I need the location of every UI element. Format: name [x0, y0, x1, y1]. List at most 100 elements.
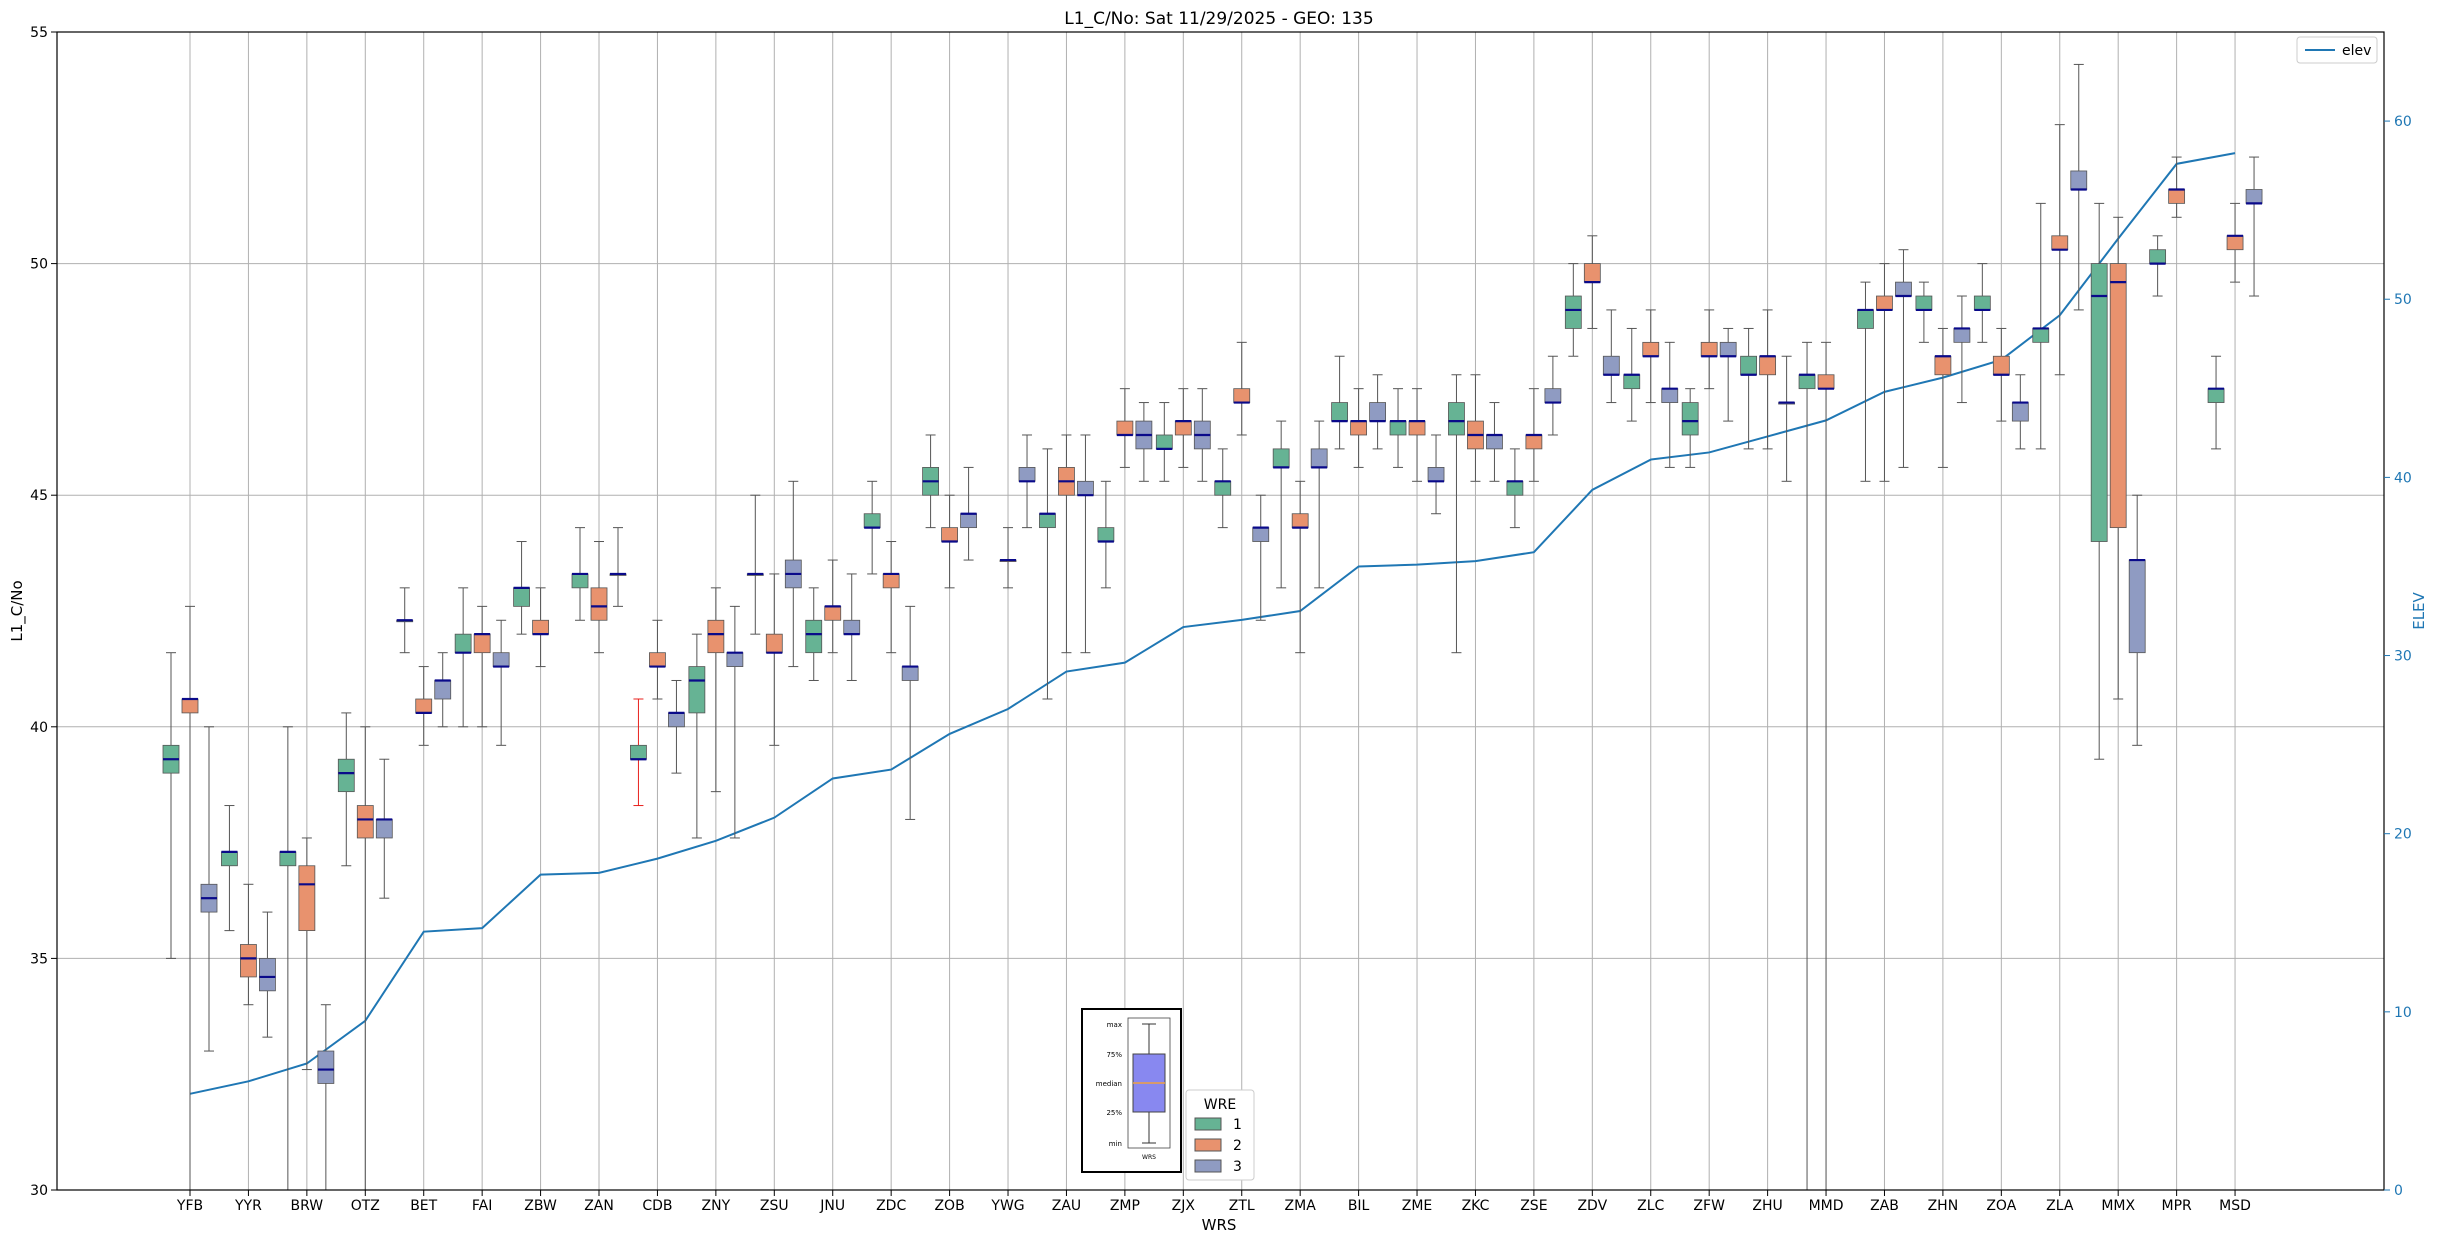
box-JNU-wre2 — [824, 559, 842, 654]
box-MMD-wre1 — [1798, 341, 1816, 1190]
y-tick-label: 40 — [30, 720, 48, 736]
x-tick-label: ZHN — [1928, 1198, 1959, 1214]
box-iqr — [1331, 402, 1348, 422]
box-iqr — [375, 819, 393, 839]
box-iqr — [1233, 388, 1251, 403]
y2-tick-label: 60 — [2394, 114, 2412, 130]
box-ZMA-wre2 — [1291, 480, 1309, 654]
box-OTZ-wre2 — [356, 726, 374, 1190]
box-iqr — [1097, 527, 1115, 542]
box-FAI-wre1 — [454, 587, 472, 728]
box-ZAN-wre2 — [590, 541, 608, 654]
box-YWG-wre3 — [1018, 434, 1036, 529]
box-iqr — [279, 851, 297, 867]
box-key-label-q3: 75% — [1106, 1051, 1122, 1059]
box-ZDV-wre1 — [1564, 263, 1582, 357]
x-tick-label: CDB — [642, 1198, 672, 1214]
box-iqr — [765, 633, 783, 654]
box-OTZ-wre3 — [375, 758, 393, 899]
box-BIL-wre1 — [1331, 355, 1348, 450]
box-iqr — [1719, 341, 1737, 357]
box-MMD-wre2 — [1817, 341, 1835, 1190]
box-MMX-wre3 — [2128, 494, 2146, 746]
box-MMX-wre2 — [2109, 216, 2127, 700]
box-ZBW-wre1 — [513, 541, 530, 635]
box-iqr — [513, 587, 530, 607]
box-iqr — [1448, 402, 1465, 436]
x-tick-label: ZMA — [1285, 1198, 1317, 1214]
box-iqr — [668, 712, 685, 728]
box-iqr — [1759, 355, 1777, 376]
x-axis-label: WRS — [1202, 1216, 1237, 1234]
box-BET-wre2 — [415, 666, 433, 746]
y2-axis-label: ELEV — [2410, 591, 2428, 629]
x-tick-label: YYR — [234, 1198, 262, 1214]
box-ZOA-wre3 — [2011, 374, 2029, 450]
y-tick-label: 35 — [30, 951, 48, 967]
box-ZLC-wre2 — [1642, 309, 1660, 404]
box-ZNY-wre3 — [726, 605, 744, 839]
box-ZME-wre1 — [1389, 388, 1407, 468]
wre-legend-swatch-2 — [1194, 1138, 1222, 1152]
box-MPR-wre1 — [2149, 235, 2167, 297]
x-tick-label: ZLC — [1637, 1198, 1664, 1214]
box-ZOA-wre1 — [1973, 263, 1991, 343]
box-iqr — [1740, 355, 1758, 376]
box-ZLC-wre3 — [1661, 341, 1679, 468]
box-iqr — [901, 666, 919, 681]
box-iqr — [824, 605, 842, 621]
box-ZAN-wre3 — [609, 527, 627, 607]
x-tick-label: BRW — [291, 1198, 324, 1214]
box-CDB-wre2 — [649, 619, 666, 700]
box-ZNY-wre1 — [688, 633, 706, 839]
box-MPR-wre2 — [2168, 156, 2186, 218]
x-tick-label: ZDC — [876, 1198, 906, 1214]
y2-tick-label: 0 — [2394, 1183, 2403, 1199]
box-iqr — [1661, 388, 1679, 403]
box-MSD-wre3 — [2245, 156, 2263, 297]
box-ZLA-wre3 — [2070, 63, 2088, 311]
box-iqr — [415, 698, 433, 714]
box-CDB-wre3 — [668, 679, 685, 774]
box-iqr — [1525, 434, 1543, 450]
box-BET-wre1 — [396, 587, 414, 654]
x-tick-label: ZLA — [2046, 1198, 2074, 1214]
y-axis-right: 0 10 20 30 40 50 60 — [2384, 114, 2412, 1199]
y-tick-label: 50 — [30, 257, 48, 273]
box-ZAB-wre1 — [1857, 281, 1874, 482]
box-ZLC-wre1 — [1623, 327, 1641, 422]
box-ZOA-wre2 — [1992, 327, 2010, 422]
box-ZFW-wre3 — [1719, 327, 1737, 422]
box-iqr — [1681, 402, 1699, 436]
box-iqr — [2245, 189, 2263, 204]
box-iqr — [1602, 355, 1620, 376]
x-tick-label: ZKC — [1462, 1198, 1490, 1214]
box-JNU-wre3 — [843, 573, 861, 681]
box-iqr — [2128, 559, 2146, 654]
box-iqr — [1623, 374, 1641, 390]
box-iqr — [181, 698, 199, 714]
box-iqr — [1973, 295, 1991, 311]
box-ZKC-wre3 — [1486, 402, 1503, 482]
x-tick-label: ZNY — [702, 1198, 731, 1214]
plot-frame — [56, 31, 2385, 1191]
box-iqr — [1077, 480, 1094, 496]
box-ZMP-wre2 — [1116, 388, 1134, 468]
x-tick-label: YFB — [176, 1198, 203, 1214]
box-MSD-wre1 — [2207, 355, 2225, 450]
box-iqr — [298, 865, 316, 932]
box-iqr — [2032, 328, 2050, 343]
box-MMX-wre1 — [2090, 202, 2108, 760]
box-iqr — [1427, 467, 1445, 482]
box-iqr — [1039, 513, 1056, 529]
box-ZDC-wre2 — [882, 541, 900, 654]
box-ZNY-wre2 — [707, 587, 725, 793]
box-iqr — [2226, 235, 2244, 251]
box-key-label-min: min — [1109, 1140, 1122, 1148]
x-tick-label: ZSU — [760, 1198, 789, 1214]
box-iqr — [337, 758, 355, 793]
box-iqr — [2168, 189, 2186, 204]
box-BRW-wre3 — [317, 1004, 335, 1190]
box-iqr — [630, 744, 647, 760]
